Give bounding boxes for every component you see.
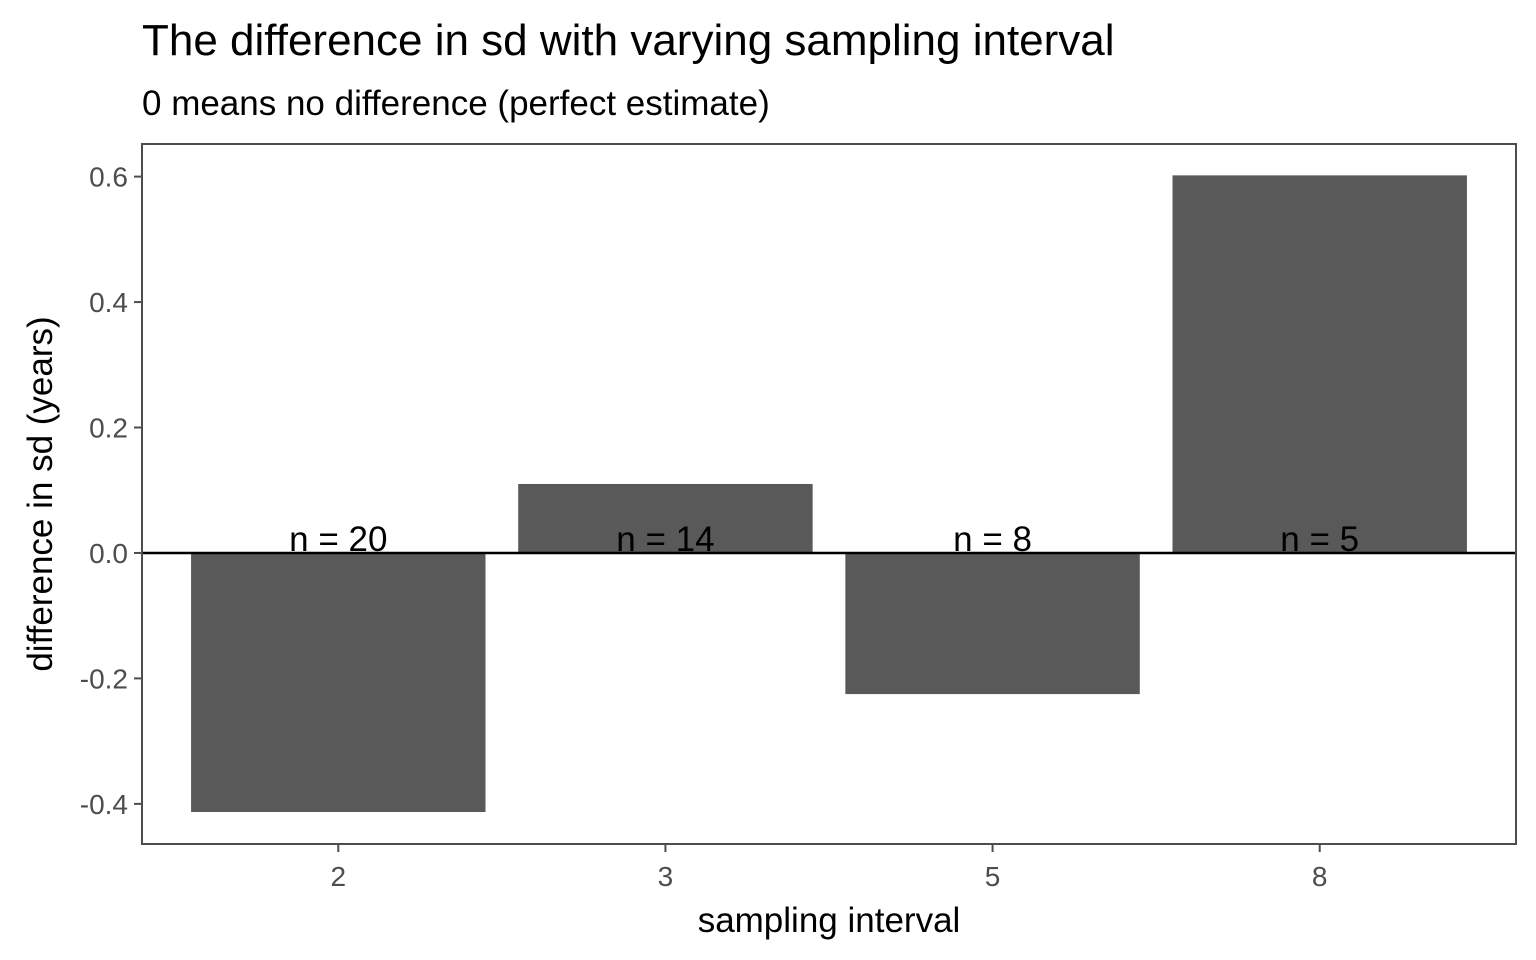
y-tick-label: 0.2 — [89, 413, 128, 444]
bar-label-8: n = 5 — [1280, 520, 1359, 559]
bar-labels-group: n = 20 n = 14 n = 8 n = 5 — [289, 520, 1359, 559]
y-tick-label: 0.4 — [89, 287, 128, 318]
y-axis: -0.4 -0.2 0.0 0.2 0.4 0.6 — [80, 162, 142, 820]
bar-label-2: n = 20 — [289, 520, 387, 559]
chart-subtitle: 0 means no difference (perfect estimate) — [142, 84, 770, 123]
panel-border — [141, 143, 1517, 845]
y-tick-label: -0.4 — [80, 789, 128, 820]
y-axis-title: difference in sd (years) — [21, 316, 60, 671]
bar-3 — [518, 483, 813, 553]
x-tick-label: 2 — [330, 861, 346, 892]
bar-5 — [845, 552, 1140, 695]
x-axis-title: sampling interval — [698, 901, 961, 940]
chart-title: The difference in sd with varying sampli… — [142, 16, 1115, 65]
bar-2 — [191, 552, 486, 813]
x-tick-label: 3 — [658, 861, 674, 892]
bars-group — [191, 175, 1467, 813]
x-tick-label: 5 — [985, 861, 1001, 892]
bar-label-5: n = 8 — [953, 520, 1032, 559]
x-tick-label: 8 — [1312, 861, 1328, 892]
y-tick-label: 0.0 — [89, 538, 128, 569]
bar-8 — [1172, 175, 1467, 553]
x-axis: 2 3 5 8 — [330, 844, 1328, 892]
y-tick-label: -0.2 — [80, 663, 128, 694]
y-tick-label: 0.6 — [89, 162, 128, 193]
bar-label-3: n = 14 — [616, 520, 714, 559]
